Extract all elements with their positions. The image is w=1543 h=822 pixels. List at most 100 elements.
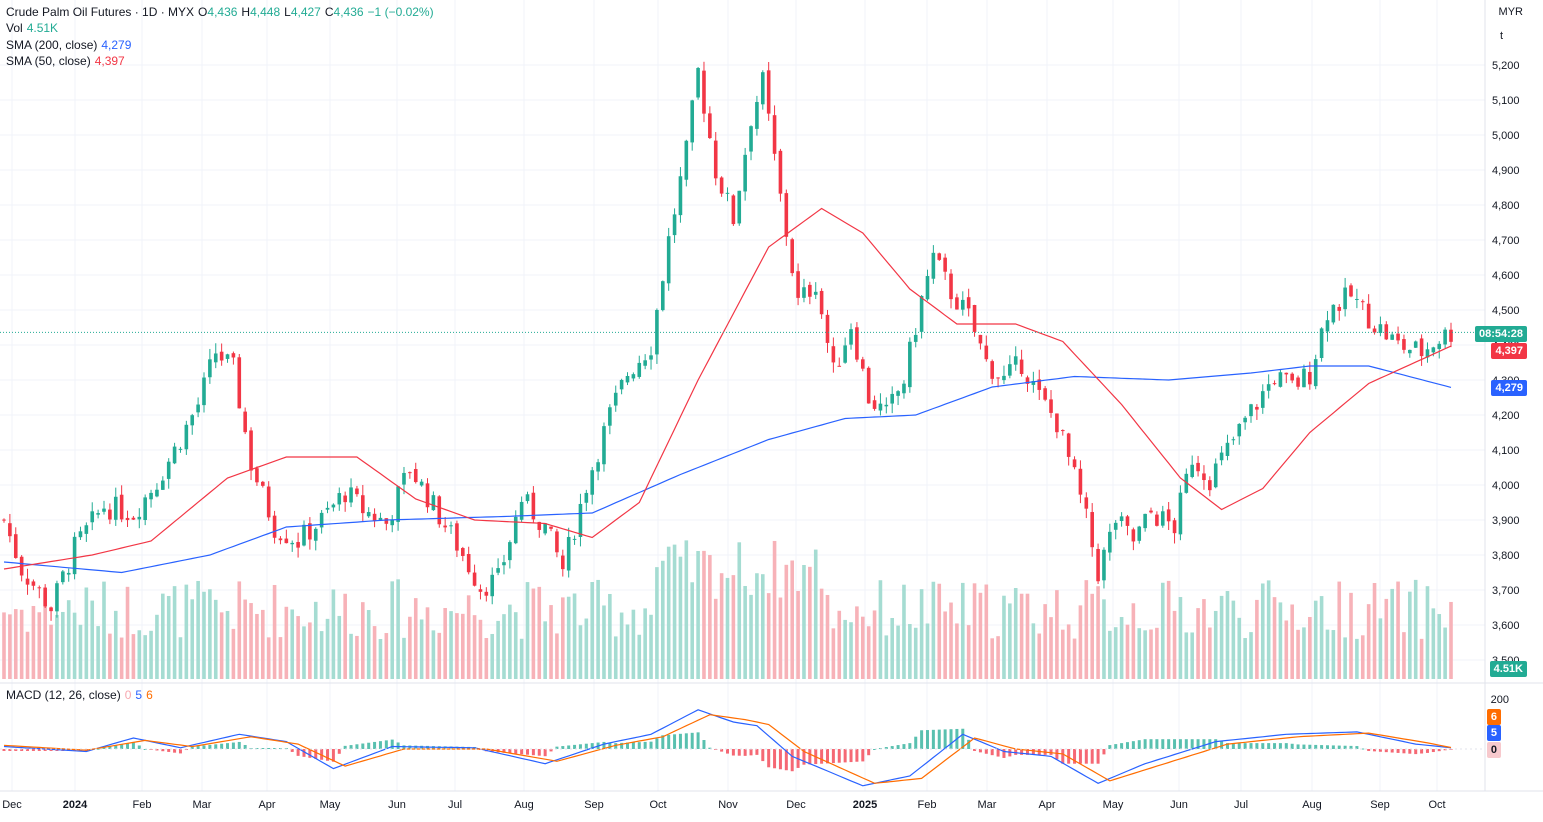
volume-bar [225,610,230,679]
candle-body [178,448,183,450]
macd-histogram-bar [514,749,518,754]
volume-bar [502,614,506,679]
time-tick-label: Jun [1170,799,1188,811]
macd-hist-tag: 0 [1486,742,1501,758]
sma50-legend[interactable]: SMA (50, close) 4,397 [6,53,129,69]
volume-bar [425,607,430,679]
candle-body [1125,516,1130,526]
candle-body [249,430,253,471]
macd-histogram-bar [1131,741,1135,749]
candle-body [1231,439,1236,441]
volume-bar [561,597,565,679]
candle-body [949,273,953,300]
candle-body [1172,520,1177,534]
volume-bar [396,579,400,679]
candle-body [149,492,153,500]
candle-body [566,536,571,571]
candle-body [813,291,818,295]
candle-body [384,518,389,524]
candle-body [513,516,518,544]
volume-bar [149,630,153,679]
volume-bar [590,582,595,679]
volume-bar [1296,629,1300,679]
volume-bar [1178,597,1183,679]
volume-bars [2,540,1453,679]
candle-body [1343,287,1347,310]
candle-body [1013,356,1018,365]
candle-body [1184,473,1189,493]
volume-bar [766,593,771,679]
volume-bar [437,632,442,679]
volume-bar [1008,603,1012,679]
volume-bar [1143,630,1147,679]
macd-histogram-bar [1443,749,1447,751]
volume-bar [1137,628,1142,679]
volume-bar [61,611,65,679]
volume-bar [1002,595,1006,679]
candle-body [984,345,989,360]
macd-histogram-bar [1225,743,1229,749]
volume-bar [649,614,653,679]
volume-bar [1084,580,1089,679]
macd-histogram-bar [649,741,653,749]
candle-body [866,367,871,404]
candle-body [1137,526,1142,541]
candle-body [578,503,583,537]
volume-bar [208,589,212,679]
volume-bar [884,635,889,679]
volume-bar [37,612,42,679]
candle-body [1408,349,1412,354]
macd-histogram-bar [1267,743,1271,749]
candle-body [31,581,36,586]
macd-axis-top: 200 [1490,694,1509,706]
volume-bar [461,613,465,679]
macd-histogram-bar [343,745,347,749]
sma200-legend[interactable]: SMA (200, close) 4,279 [6,37,135,53]
symbol-legend[interactable]: Crude Palm Oil Futures · 1D · MYX O4,436 H… [6,4,438,20]
candle-body [625,375,630,383]
candle-body [1131,529,1136,542]
volume-bar [1284,620,1289,679]
candle-body [1449,329,1453,342]
macd-histogram-bar [655,738,659,749]
macd-line-tag: 5 [1486,725,1501,741]
macd-histogram-bar [555,746,559,749]
volume-bar [990,638,994,679]
volume-bar [878,580,883,679]
macd-histogram-bar [502,749,506,753]
close-value: 4,436 [333,5,364,19]
macd-histogram-bar [726,749,729,754]
symbol-title[interactable]: Crude Palm Oil Futures · 1D · MYX [6,5,195,19]
volume-bar [890,618,894,679]
macd-histogram-bar [267,748,271,750]
volume-bar [55,614,59,679]
volume-bar [84,587,89,679]
macd-legend[interactable]: MACD (12, 26, close) 0 5 6 [6,687,157,703]
volume-legend[interactable]: Vol 4.51K [6,20,62,36]
macd-histogram-bar [1231,743,1235,749]
macd-histogram-bar [314,749,318,759]
candle-body [225,354,230,359]
volume-bar [43,592,47,679]
candle-body [1202,473,1206,481]
volume-bar [90,600,95,679]
volume-bar [161,593,165,679]
candle-body [537,521,542,530]
macd-histogram-bar [120,744,124,749]
sma200-label: SMA (200, close) [6,38,98,52]
open-value: 4,436 [207,5,238,19]
volume-bar [772,540,777,679]
volume-bar [708,555,712,679]
candle-body [331,504,336,508]
currency-label[interactable]: MYR [1498,6,1523,18]
macd-histogram-bar [1414,749,1418,755]
low-label: L [284,5,291,19]
candle-body [466,554,471,573]
volume-bar [1437,614,1442,679]
sma50-line [3,207,1452,570]
volume-bar [1066,624,1071,679]
price-tick-label: 4,900 [1492,165,1520,177]
macd-histogram-bar [1114,744,1118,749]
candle-body [113,496,118,520]
